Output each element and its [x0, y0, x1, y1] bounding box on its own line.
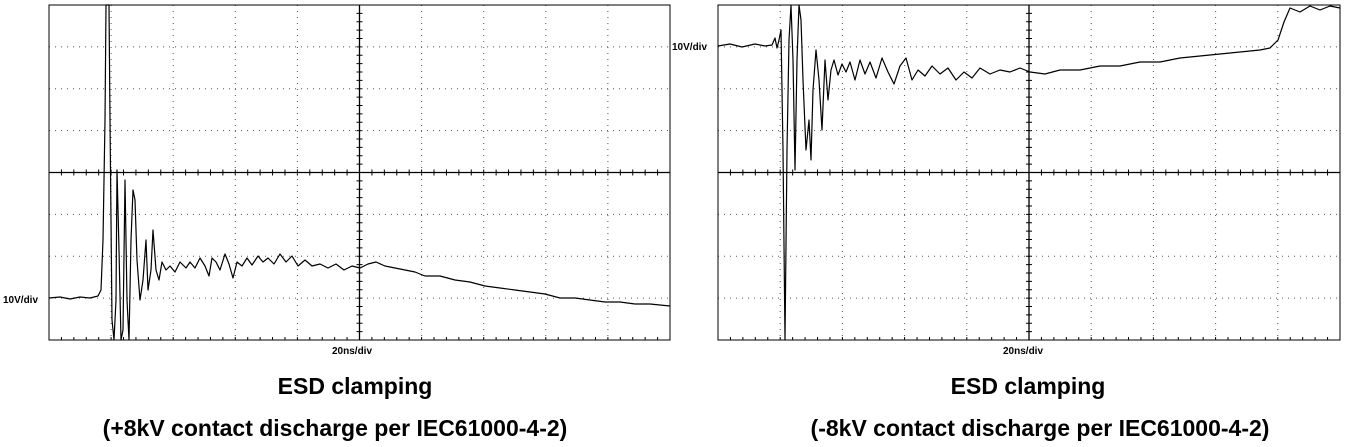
horizontal-scale: 20ns/div [332, 346, 372, 357]
scope-left: 10V/div 20ns/div ESD clamping (+8kV cont… [3, 4, 671, 441]
scope-frame [717, 4, 1341, 341]
caption-subtitle: (-8kV contact discharge per IEC61000-4-2… [811, 415, 1270, 441]
caption-subtitle: (+8kV contact discharge per IEC61000-4-2… [103, 415, 568, 441]
waveform [48, 4, 671, 341]
vertical-scale: 10V/div [3, 295, 38, 306]
caption-title: ESD clamping [951, 373, 1106, 399]
scope-frame [48, 4, 671, 341]
vertical-scale: 10V/div [672, 42, 707, 53]
horizontal-scale: 20ns/div [1003, 346, 1043, 357]
waveform [717, 4, 1341, 341]
caption-title: ESD clamping [278, 373, 433, 399]
scope-right: 10V/div 20ns/div ESD clamping (-8kV cont… [672, 4, 1341, 441]
